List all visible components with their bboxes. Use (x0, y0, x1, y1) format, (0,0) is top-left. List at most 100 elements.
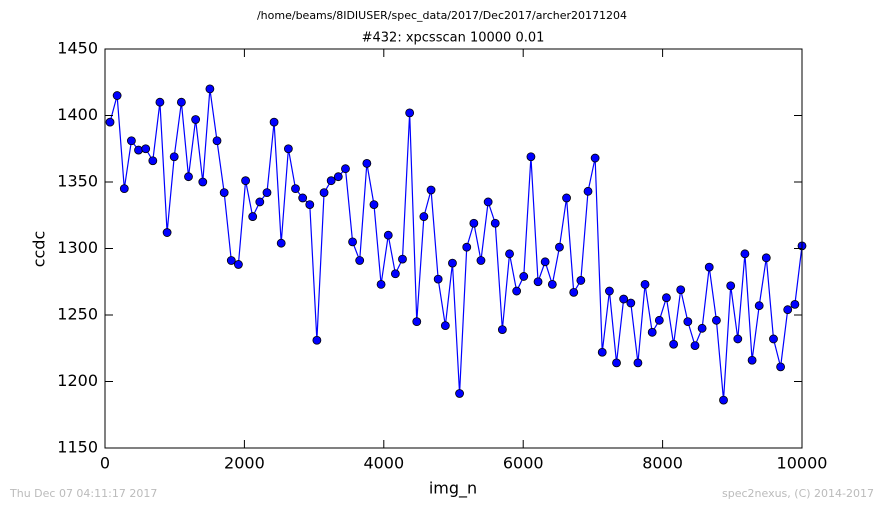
point (255, 197, 265, 207)
x-tick-label: 4000 (363, 454, 404, 473)
point (205, 84, 215, 94)
point (790, 299, 800, 309)
footer-right: spec2nexus, (C) 2014-2017 (722, 487, 874, 500)
y-tick-label: 1200 (57, 371, 98, 390)
point (248, 212, 258, 221)
point (783, 305, 793, 315)
point (505, 249, 514, 259)
point (398, 254, 407, 264)
point (376, 280, 386, 289)
point (555, 242, 564, 252)
point (326, 176, 336, 186)
footer-left: Thu Dec 07 04:11:17 2017 (9, 487, 157, 500)
x-tick-label: 8000 (642, 454, 683, 473)
point (369, 200, 379, 210)
point (761, 253, 771, 263)
point (212, 136, 222, 146)
point (419, 212, 429, 221)
point (690, 341, 700, 350)
point (184, 172, 193, 182)
point (198, 177, 208, 187)
point (412, 317, 422, 327)
x-tick-label: 2000 (224, 454, 265, 473)
point (726, 281, 736, 291)
point (633, 358, 643, 368)
point (390, 269, 400, 279)
point (469, 218, 479, 228)
point (276, 238, 286, 248)
point (176, 97, 186, 107)
point (433, 274, 443, 284)
point (162, 228, 172, 237)
header: /home/beams/8IDIUSER/spec_data/2017/Dec2… (257, 9, 627, 22)
point (476, 256, 486, 265)
point (605, 286, 614, 296)
y-tick-label: 1150 (57, 438, 98, 457)
point (654, 315, 664, 325)
point (754, 301, 764, 311)
point (597, 347, 607, 357)
point (640, 280, 650, 289)
x-tick-label: 0 (100, 454, 110, 473)
point (576, 276, 586, 285)
point (383, 230, 393, 240)
point (626, 298, 636, 308)
chart-title: #432: xpcsscan 10000 0.01 (362, 31, 545, 46)
point (405, 108, 415, 118)
point (669, 339, 679, 349)
point (283, 144, 293, 154)
point (619, 294, 629, 304)
y-tick-label: 1300 (57, 238, 98, 257)
x-tick-label: 10000 (777, 454, 828, 473)
point (776, 362, 786, 372)
point (105, 117, 115, 127)
point (719, 395, 728, 405)
point (704, 262, 714, 272)
point (262, 188, 272, 198)
point (676, 285, 686, 295)
point (319, 188, 329, 198)
point (241, 176, 250, 186)
point (697, 323, 707, 333)
point (647, 327, 657, 337)
point (333, 172, 343, 182)
point (462, 242, 472, 252)
point (747, 355, 757, 365)
x-tick-label: 6000 (503, 454, 544, 473)
point (348, 237, 357, 247)
point (291, 184, 300, 194)
point (119, 184, 129, 194)
x-axis-label: img_n (429, 479, 477, 499)
point (448, 258, 457, 268)
point (497, 325, 507, 335)
point (533, 277, 543, 287)
point (483, 197, 493, 207)
point (512, 286, 522, 296)
point (590, 153, 600, 163)
point (526, 152, 536, 162)
point (219, 188, 229, 198)
point (234, 260, 243, 269)
point (169, 152, 179, 162)
point (490, 218, 500, 228)
point (127, 136, 136, 146)
point (355, 256, 365, 265)
point (269, 117, 279, 127)
point (362, 158, 372, 168)
point (740, 249, 750, 259)
point (569, 287, 579, 297)
point (662, 293, 671, 303)
point (769, 334, 778, 344)
point (519, 272, 529, 281)
point (298, 193, 308, 203)
point (141, 144, 151, 154)
y-tick-label: 1400 (57, 105, 98, 124)
point (612, 358, 621, 368)
point (226, 256, 236, 265)
point (134, 145, 143, 155)
point (712, 315, 721, 325)
point (583, 186, 593, 196)
series-line (109, 88, 803, 401)
point (426, 185, 436, 195)
